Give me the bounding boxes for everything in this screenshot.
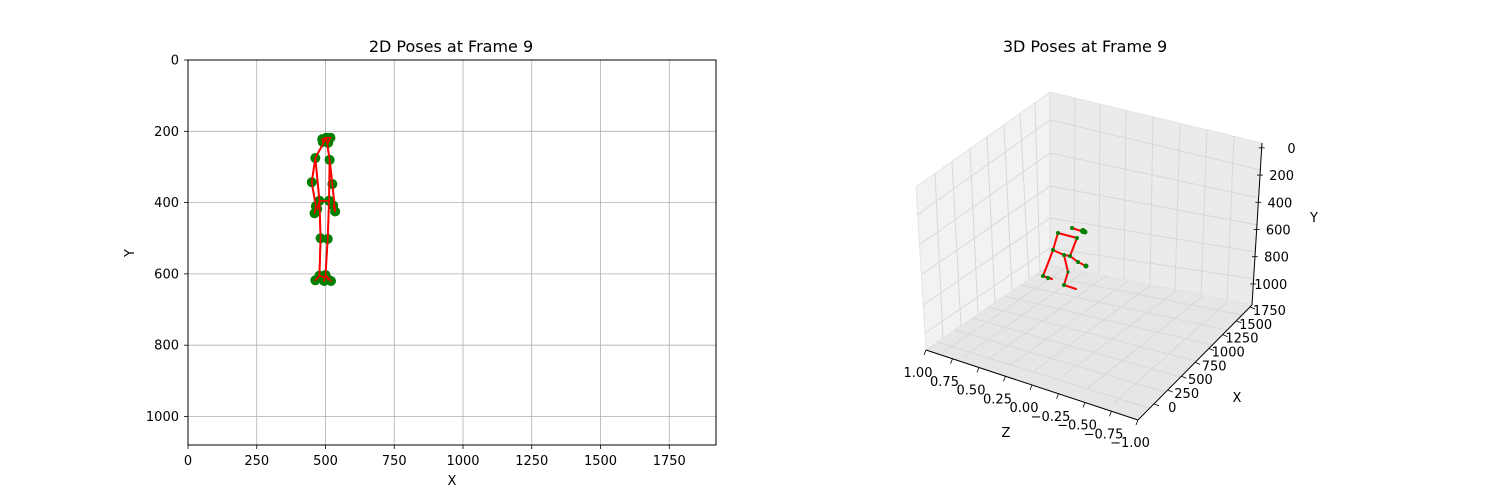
x3d-tick-label: 1750	[1253, 304, 1286, 319]
skeleton-bone-overlay	[332, 204, 336, 213]
chart-2d: 2D Poses at Frame 9 0 250 500 750 1000 1250 15…	[123, 37, 717, 489]
skeleton-bone-overlay	[318, 200, 322, 240]
chart-2d-y-axis-label: Y	[123, 249, 138, 258]
x3d-tick-label: 1250	[1225, 332, 1258, 347]
y3d-tick-label: 0	[1287, 142, 1295, 157]
chart-3d-ticks: 1.000.750.500.250.00−0.25−0.50−0.75−1.00…	[904, 142, 1296, 451]
x3d-tick-label: 1500	[1239, 318, 1272, 333]
z-tick-mark	[1082, 402, 1086, 408]
skeleton-bone-overlay	[321, 138, 324, 143]
x3d-tick-mark	[1249, 306, 1256, 310]
z-tick-label: 0.25	[983, 392, 1012, 407]
x3d-tick-label: 250	[1174, 387, 1199, 402]
chart-2d-x-axis-label: X	[448, 474, 457, 489]
y3d-tick-label: 200	[1269, 169, 1294, 184]
x3d-tick-mark	[1236, 320, 1242, 324]
z-tick-mark	[1056, 393, 1059, 399]
x-tick-label: 1250	[515, 454, 548, 469]
z-tick-mark	[976, 367, 980, 373]
chart-3d-joints	[1041, 226, 1089, 287]
x-tick-label: 0	[184, 454, 192, 469]
y3d-tick-label: 400	[1268, 196, 1293, 211]
z-tick-mark	[923, 349, 927, 356]
y3d-tick-label: 1000	[1254, 278, 1287, 293]
skeleton-bone-overlay	[328, 159, 331, 202]
chart-2d-joints	[306, 132, 341, 287]
skeleton-bone-overlay	[316, 200, 321, 210]
y-tick-label: 0	[171, 54, 179, 69]
y-tick-label: 600	[154, 267, 179, 282]
skeleton-bone-overlay	[318, 237, 322, 277]
skeleton-bone-overlay	[314, 136, 328, 159]
chart-3d-y-axis-line	[1251, 142, 1263, 306]
z-tick-label: 0.75	[930, 375, 959, 390]
x3d-tick-mark	[1153, 403, 1160, 407]
y-tick-label: 200	[154, 125, 179, 140]
y-tick-label: 400	[154, 196, 179, 211]
y-tick-label: 800	[154, 339, 179, 354]
x3d-tick-mark	[1208, 348, 1215, 351]
skeleton-bone-overlay	[327, 136, 332, 144]
y-tick-label: 1000	[146, 410, 179, 425]
z-tick-label: 1.00	[904, 366, 933, 381]
chart-2d-ticks: 0 250 500 750 1000 1250 1500 1750 0 200 400 600 800 1…	[146, 54, 686, 470]
x-tick-label: 1000	[446, 454, 479, 469]
chart-2d-gridlines	[187, 59, 716, 445]
skeleton-bone-overlay	[325, 136, 331, 161]
x3d-tick-label: 500	[1188, 373, 1213, 388]
y3d-tick-label: 600	[1266, 224, 1291, 239]
chart-3d-x-axis-line	[1137, 304, 1253, 421]
skeleton-bone-overlay	[314, 157, 321, 202]
x3d-tick-label: 750	[1202, 359, 1227, 374]
x-tick-label: 1750	[653, 454, 686, 469]
z-tick-label: −0.50	[1057, 419, 1097, 434]
chart-3d-y-axis-label: Y	[1309, 211, 1318, 226]
x3d-tick-mark	[1194, 361, 1201, 365]
chart-2d-title: 2D Poses at Frame 9	[369, 37, 533, 56]
skeleton-bone-overlay	[310, 181, 317, 207]
x-tick-label: 500	[313, 454, 338, 469]
x3d-tick-mark	[1167, 389, 1173, 393]
skeleton-bone-overlay	[331, 183, 336, 213]
z-tick-label: −0.75	[1084, 427, 1124, 442]
x-tick-label: 750	[382, 454, 407, 469]
z-tick-label: 0.50	[957, 384, 986, 399]
z-tick-label: −1.00	[1110, 436, 1150, 451]
x-tick-label: 1500	[584, 454, 617, 469]
skeleton-bone-overlay	[324, 274, 330, 281]
skeleton-bone-overlay	[324, 238, 329, 276]
x3d-tick-label: 0	[1168, 401, 1176, 416]
z-tick-mark	[1135, 419, 1139, 426]
skeleton-bone-overlay	[318, 274, 326, 279]
skeleton-bone-overlay	[314, 274, 321, 282]
z-tick-mark	[1003, 376, 1006, 382]
x3d-tick-mark	[1222, 334, 1228, 338]
x3d-tick-label: 1000	[1212, 346, 1245, 361]
skeleton-bone-overlay	[310, 157, 317, 184]
chart-3d-x-axis-label: X	[1233, 391, 1242, 406]
x-tick-label: 250	[244, 454, 269, 469]
chart-3d: 3D Poses at Frame 9	[904, 37, 1319, 451]
skeleton-bone-overlay	[326, 200, 330, 240]
chart-2d-plot-frame	[187, 59, 717, 446]
z-tick-label: 0.00	[1010, 401, 1039, 416]
z-tick-mark	[1029, 384, 1033, 391]
chart-3d-title: 3D Poses at Frame 9	[1003, 37, 1167, 56]
skeleton-bone-overlay	[313, 205, 317, 215]
z-tick-mark	[1109, 411, 1112, 417]
x3d-tick-mark	[1181, 375, 1187, 379]
z-tick-label: −0.25	[1031, 410, 1071, 425]
z-tick-mark	[950, 358, 953, 364]
y3d-tick-label: 800	[1264, 251, 1289, 266]
chart-3d-z-axis-label: Z	[1002, 426, 1011, 441]
